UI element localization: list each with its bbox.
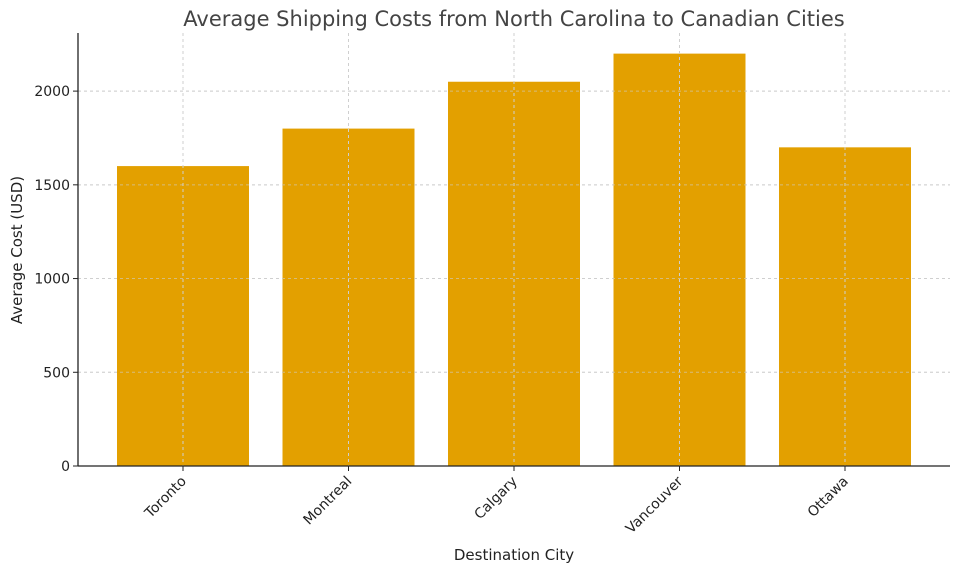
bar bbox=[613, 53, 746, 466]
y-tick-label: 0 bbox=[61, 459, 70, 475]
bars bbox=[78, 33, 950, 467]
chart-title: Average Shipping Costs from North Caroli… bbox=[183, 7, 844, 31]
x-tick-label: Calgary bbox=[471, 474, 520, 523]
y-axis-label: Average Cost (USD) bbox=[8, 176, 26, 324]
x-tick-label: Ottawa bbox=[805, 474, 852, 521]
x-tick-label: Vancouver bbox=[623, 473, 687, 537]
x-tick-label: Toronto bbox=[141, 474, 190, 523]
x-axis-label: Destination City bbox=[454, 546, 574, 564]
x-tick-label: Montreal bbox=[300, 474, 355, 529]
y-tick-label: 2000 bbox=[34, 84, 70, 100]
y-tick-label: 500 bbox=[43, 365, 70, 381]
y-tick-label: 1500 bbox=[34, 178, 70, 194]
y-tick-label: 1000 bbox=[34, 272, 70, 288]
